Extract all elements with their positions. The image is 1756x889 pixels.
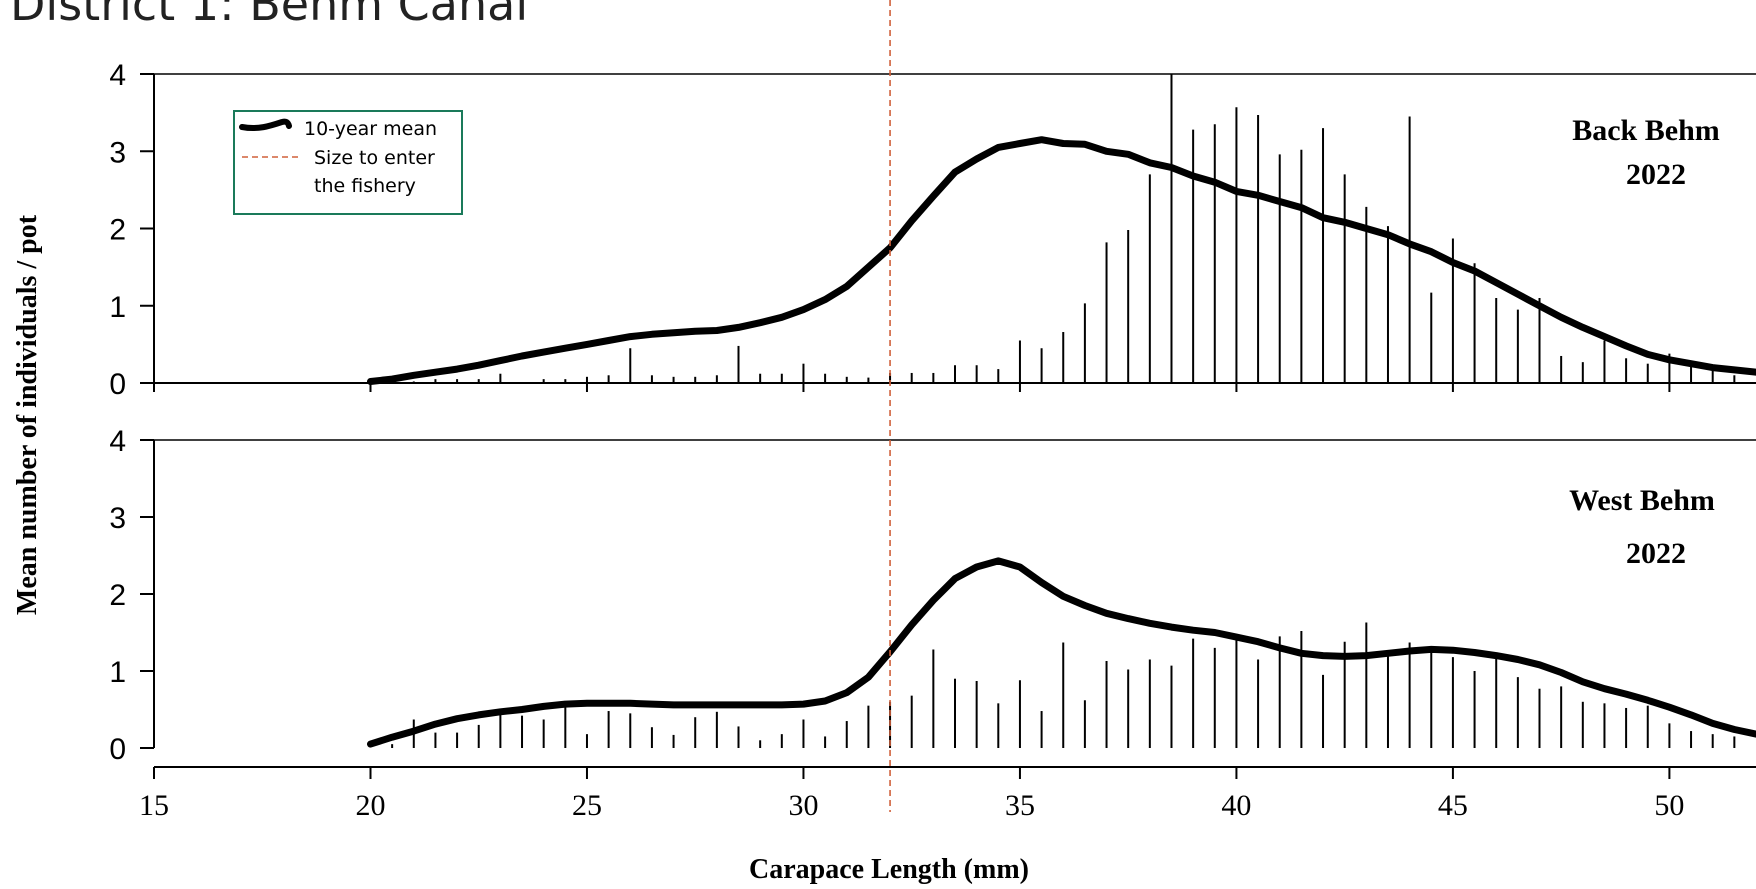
west-behm-mean-line bbox=[367, 557, 1756, 748]
y-tick-label: 1 bbox=[109, 291, 126, 324]
legend-mean-swatch bbox=[239, 118, 292, 132]
west-behm-panel: 0 1 2 3 4 West Behm 2022 bbox=[109, 425, 1756, 766]
y-tick-label: 3 bbox=[109, 502, 126, 535]
x-tick-label: 20 bbox=[355, 789, 385, 822]
back-behm-axes: 0 1 2 3 4 bbox=[109, 59, 1756, 401]
y-tick-label: 0 bbox=[109, 733, 126, 766]
y-tick-label: 4 bbox=[109, 425, 126, 458]
y-tick-label: 0 bbox=[109, 368, 126, 401]
x-axis-title: Carapace Length (mm) bbox=[749, 854, 1029, 885]
legend-mean-label: 10-year mean bbox=[304, 118, 437, 140]
y-tick-label: 1 bbox=[109, 656, 126, 689]
x-tick-label: 30 bbox=[788, 789, 818, 822]
legend-threshold-label: Size to enter bbox=[314, 147, 435, 169]
back-behm-panel-year: 2022 bbox=[1626, 158, 1686, 191]
west-behm-panel-year: 2022 bbox=[1626, 537, 1686, 570]
y-axis-title: Mean number of individuals / pot bbox=[12, 214, 43, 615]
x-tick-label: 40 bbox=[1221, 789, 1251, 822]
x-tick-label: 50 bbox=[1654, 789, 1684, 822]
legend: 10-year mean Size to enter the fishery bbox=[233, 110, 463, 215]
page-title: District 1: Behm Canal bbox=[10, 0, 528, 31]
x-tick-label: 25 bbox=[572, 789, 602, 822]
x-tick-label: 35 bbox=[1005, 789, 1035, 822]
y-tick-label: 3 bbox=[109, 136, 126, 169]
y-tick-label: 2 bbox=[109, 579, 126, 612]
legend-threshold-label-2: the fishery bbox=[314, 175, 416, 197]
x-tick-label: 45 bbox=[1438, 789, 1468, 822]
west-behm-bars bbox=[391, 622, 1736, 748]
back-behm-panel: 0 1 2 3 4 Back Behm 2022 bbox=[109, 59, 1756, 401]
west-behm-axes: 0 1 2 3 4 bbox=[109, 425, 1756, 766]
y-tick-label: 2 bbox=[109, 214, 126, 247]
back-behm-panel-label: Back Behm bbox=[1572, 114, 1720, 147]
back-behm-mean-line bbox=[367, 136, 1756, 385]
x-tick-label: 15 bbox=[139, 789, 169, 822]
back-behm-bars bbox=[412, 74, 1736, 383]
x-axis: 15 20 25 30 35 40 45 50 bbox=[139, 766, 1756, 822]
y-tick-label: 4 bbox=[109, 59, 126, 92]
west-behm-panel-label: West Behm bbox=[1569, 484, 1715, 517]
